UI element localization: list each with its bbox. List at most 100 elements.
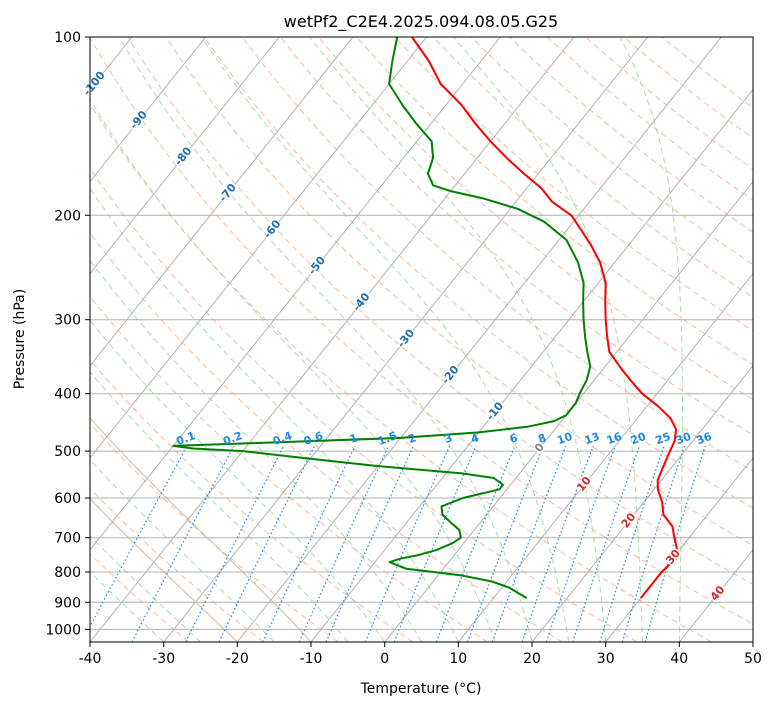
mixing-ratio-label: 4 bbox=[469, 431, 481, 446]
moist-adiabat-line bbox=[90, 371, 349, 642]
isotherm-line bbox=[163, 37, 649, 642]
isotherm-line bbox=[310, 88, 753, 642]
mixing-ratio-label: 30 bbox=[674, 430, 693, 448]
mixing-ratio-label: 10 bbox=[555, 430, 574, 448]
isotherm-line bbox=[90, 37, 280, 275]
dry-adiabat-line bbox=[356, 37, 753, 366]
x-axis-tick-label: -40 bbox=[79, 651, 102, 667]
isotherm-line bbox=[384, 180, 753, 642]
moist-adiabat-line bbox=[309, 37, 607, 642]
isotherm-line bbox=[605, 457, 753, 642]
x-axis-tick-label: 40 bbox=[670, 651, 688, 667]
background-lines bbox=[90, 37, 753, 642]
mixing-ratio-line bbox=[572, 445, 641, 642]
mixing-ratio-label: 3 bbox=[443, 431, 455, 446]
dry-adiabat-line bbox=[127, 37, 753, 586]
mixing-ratio-label: 1 bbox=[348, 431, 360, 446]
mixing-ratio-label: 0.4 bbox=[271, 429, 294, 448]
mixing-ratio-label: 0.6 bbox=[302, 429, 325, 448]
y-axis-tick-label: 400 bbox=[54, 387, 81, 403]
moist-adiabat-line bbox=[90, 98, 496, 642]
y-axis-tick-label: 200 bbox=[54, 208, 81, 224]
dry-adiabat-line bbox=[90, 103, 712, 642]
dry-adiabat-line bbox=[90, 37, 753, 625]
moist-adiabat-line bbox=[90, 319, 386, 642]
isotherm-line bbox=[90, 37, 428, 459]
isotherm-line bbox=[90, 37, 207, 183]
mixing-ratio-line bbox=[325, 445, 414, 642]
moist-adiabat-line bbox=[201, 37, 570, 642]
y-axis-tick-label: 800 bbox=[54, 565, 81, 581]
sounding-profiles bbox=[172, 37, 678, 599]
y-axis-tick-label: 1000 bbox=[45, 622, 81, 638]
isotherm-line bbox=[90, 37, 575, 642]
mixing-ratio-line bbox=[521, 445, 594, 642]
axes: -40 -30 -20 -10 0 10 20 30 40 5010020030040050060… bbox=[45, 30, 762, 667]
x-axis-tick-label: 10 bbox=[449, 651, 467, 667]
y-axis-tick-label: 600 bbox=[54, 491, 81, 507]
mixing-ratio-line bbox=[185, 445, 285, 642]
mixing-ratio-line bbox=[364, 445, 451, 642]
dry-adiabat-line bbox=[90, 553, 190, 642]
mixing-ratio-line bbox=[621, 445, 686, 642]
dry-adiabat-line bbox=[203, 37, 753, 509]
mixing-ratio-label: 1.5 bbox=[376, 429, 399, 448]
y-axis-tick-label: 300 bbox=[54, 313, 81, 329]
dry-adiabat-line bbox=[394, 37, 753, 332]
dry-adiabat-line bbox=[165, 37, 753, 547]
mixing-ratio-label: 2 bbox=[406, 431, 418, 446]
dry-adiabat-line bbox=[90, 167, 638, 642]
isotherm-line bbox=[90, 37, 354, 367]
x-axis-tick-label: -30 bbox=[152, 651, 175, 667]
isotherm-line bbox=[90, 37, 501, 551]
mixing-ratio-line bbox=[491, 445, 567, 642]
moist-adiabat-line bbox=[118, 37, 533, 642]
mixing-ratio-label: 8 bbox=[536, 431, 548, 446]
moist-adiabat-line bbox=[90, 187, 459, 642]
plot-frame bbox=[89, 36, 754, 643]
x-axis-tick-label: -10 bbox=[300, 651, 323, 667]
x-axis-tick-label: 0 bbox=[380, 651, 389, 667]
dry-adiabat-line bbox=[318, 37, 753, 401]
y-axis-tick-label: 500 bbox=[54, 444, 81, 460]
isotherm-line bbox=[236, 37, 722, 642]
x-axis-tick-label: 50 bbox=[744, 651, 762, 667]
x-axis-tick-label: 20 bbox=[523, 651, 541, 667]
dry-adiabat-line bbox=[90, 295, 488, 642]
x-axis-tick-label: 30 bbox=[597, 651, 615, 667]
reference-arc-line bbox=[90, 497, 238, 642]
moist-adiabat-line bbox=[90, 571, 165, 642]
moist-adiabat-line bbox=[90, 459, 275, 642]
mixing-ratio-label: 13 bbox=[583, 430, 602, 447]
x-axis-title: Temperature (°C) bbox=[360, 681, 482, 697]
dry-adiabat-line bbox=[90, 231, 563, 642]
mixing-ratio-line bbox=[218, 445, 316, 642]
mixing-ratio-line bbox=[644, 445, 706, 642]
mixing-ratio-line bbox=[599, 445, 665, 642]
mixing-ratio-label: 36 bbox=[695, 430, 714, 448]
mixing-ratio-label: 0.1 bbox=[175, 429, 198, 448]
y-axis-tick-label: 100 bbox=[54, 30, 81, 46]
mixing-ratio-line bbox=[545, 445, 616, 642]
moist-adiabat-line bbox=[619, 37, 683, 642]
mixing-ratio-label: 0.2 bbox=[221, 429, 244, 448]
dry-adiabat-line bbox=[90, 423, 339, 642]
temperature-profile-line bbox=[411, 37, 678, 599]
y-axis-tick-label: 700 bbox=[54, 531, 81, 547]
chart-title: wetPf2_C2E4.2025.094.08.05.G25 bbox=[284, 12, 558, 32]
y-axis-title: Pressure (hPa) bbox=[12, 289, 28, 389]
moist-adiabat-line bbox=[90, 259, 422, 642]
isotherm-line bbox=[531, 364, 753, 642]
moist-adiabat-line bbox=[453, 37, 643, 642]
moist-adiabat-line bbox=[90, 535, 201, 642]
mixing-ratio-line bbox=[466, 445, 544, 642]
x-axis-tick-label: -20 bbox=[226, 651, 249, 667]
y-axis-tick-label: 900 bbox=[54, 595, 81, 611]
isotherm-line bbox=[457, 272, 753, 642]
mixing-ratio-label: 20 bbox=[629, 430, 648, 448]
mixing-ratio-label: 16 bbox=[605, 430, 624, 448]
dewpoint-profile-line bbox=[172, 37, 592, 599]
mixing-ratio-label: 6 bbox=[508, 431, 520, 446]
mixing-ratio-label: 25 bbox=[654, 430, 673, 447]
